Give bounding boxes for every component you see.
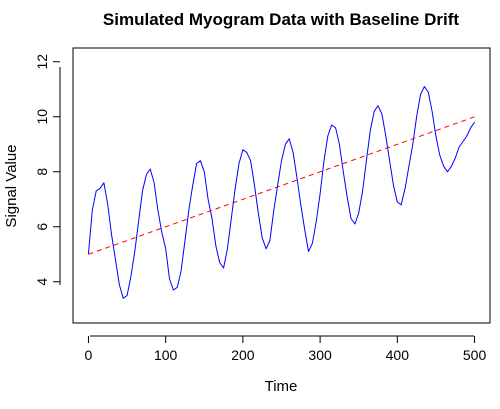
y-axis: 4 6 8 10 12 xyxy=(34,54,61,286)
x-axis-label: Time xyxy=(265,378,298,395)
series-layer xyxy=(87,86,476,299)
x-tick-label: 500 xyxy=(463,347,487,363)
x-tick-label: 0 xyxy=(85,347,93,363)
x-tick-label: 300 xyxy=(308,347,332,363)
baseline-drift-line xyxy=(88,116,475,255)
plot-frame xyxy=(72,47,491,324)
y-tick-label: 10 xyxy=(34,109,50,125)
x-axis: 0 100 200 300 400 500 xyxy=(85,335,487,363)
x-tick-label: 200 xyxy=(231,347,255,363)
x-tick-label: 100 xyxy=(154,347,178,363)
chart-title: Simulated Myogram Data with Baseline Dri… xyxy=(103,10,459,29)
y-axis-label: Signal Value xyxy=(3,144,20,227)
y-tick-label: 12 xyxy=(34,54,50,70)
signal-line xyxy=(87,86,476,299)
y-tick-label: 6 xyxy=(34,223,50,231)
x-tick-label: 400 xyxy=(386,347,410,363)
y-tick-label: 8 xyxy=(34,168,50,176)
y-tick-label: 4 xyxy=(34,278,50,286)
